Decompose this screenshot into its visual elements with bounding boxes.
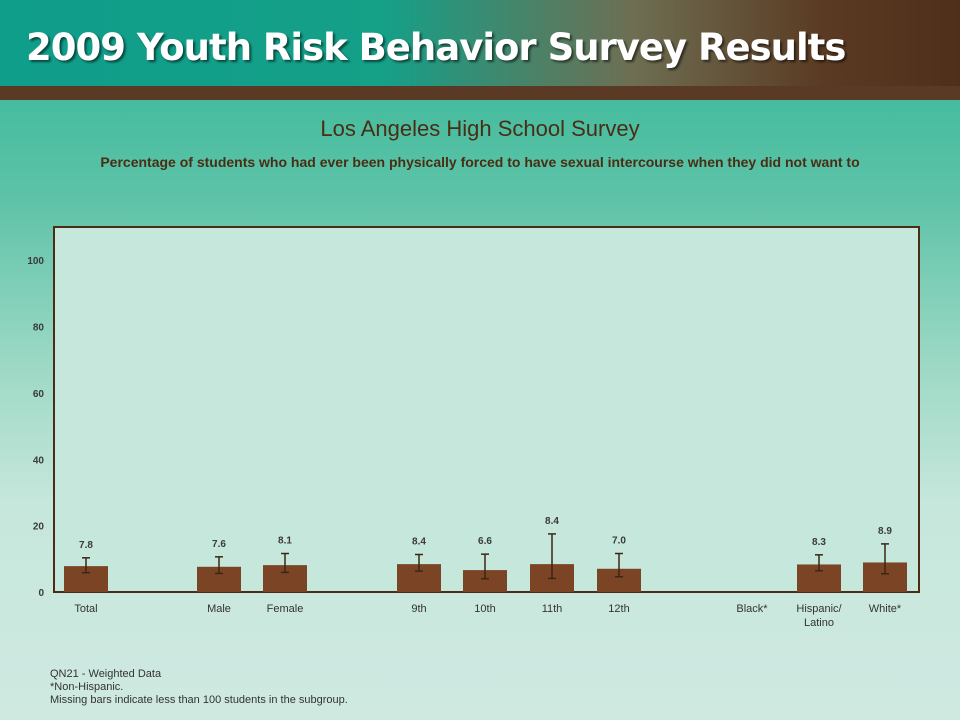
- y-tick-label: 100: [27, 256, 44, 267]
- bar: [597, 568, 641, 592]
- footnotes: QN21 - Weighted Data *Non-Hispanic. Miss…: [50, 668, 348, 707]
- y-tick-label: 60: [33, 389, 45, 400]
- y-tick-label: 80: [33, 323, 45, 334]
- data-label: 6.6: [478, 536, 492, 547]
- x-tick-label: 9th: [411, 603, 426, 615]
- data-label: 8.1: [278, 536, 292, 547]
- plot-area: [53, 226, 920, 593]
- x-tick-label: 11th: [542, 603, 563, 615]
- data-label: 7.0: [612, 536, 626, 547]
- y-tick-label: 0: [38, 588, 44, 599]
- page-title: 2009 Youth Risk Behavior Survey Results: [26, 26, 846, 69]
- data-label: 7.6: [212, 539, 226, 550]
- chart-title: Los Angeles High School Survey: [320, 116, 640, 141]
- footnote-line: *Non-Hispanic.: [50, 681, 124, 693]
- header-divider: [0, 86, 960, 100]
- x-tick-label: Total: [74, 603, 97, 615]
- bar: [463, 570, 507, 592]
- data-label: 8.9: [878, 526, 892, 537]
- header-banner: 2009 Youth Risk Behavior Survey Results: [0, 0, 960, 86]
- footnote-line: QN21 - Weighted Data: [50, 668, 162, 680]
- y-tick-label: 20: [33, 522, 45, 533]
- x-tick-label: Latino: [804, 617, 834, 629]
- y-tick-label: 40: [33, 455, 45, 466]
- x-tick-label: Hispanic/: [796, 603, 842, 615]
- x-tick-label: White*: [869, 603, 902, 615]
- footnote-line: Missing bars indicate less than 100 stud…: [50, 694, 348, 706]
- data-label: 7.8: [79, 540, 93, 551]
- data-label: 8.4: [545, 516, 559, 527]
- x-tick-label: Male: [207, 603, 231, 615]
- x-tick-label: 10th: [474, 603, 495, 615]
- x-tick-label: Female: [267, 603, 304, 615]
- chart-subtitle: Percentage of students who had ever been…: [100, 154, 860, 170]
- data-label: 8.3: [812, 537, 826, 548]
- x-tick-label: 12th: [608, 603, 629, 615]
- data-label: 8.4: [412, 537, 426, 548]
- x-tick-label: Black*: [736, 603, 768, 615]
